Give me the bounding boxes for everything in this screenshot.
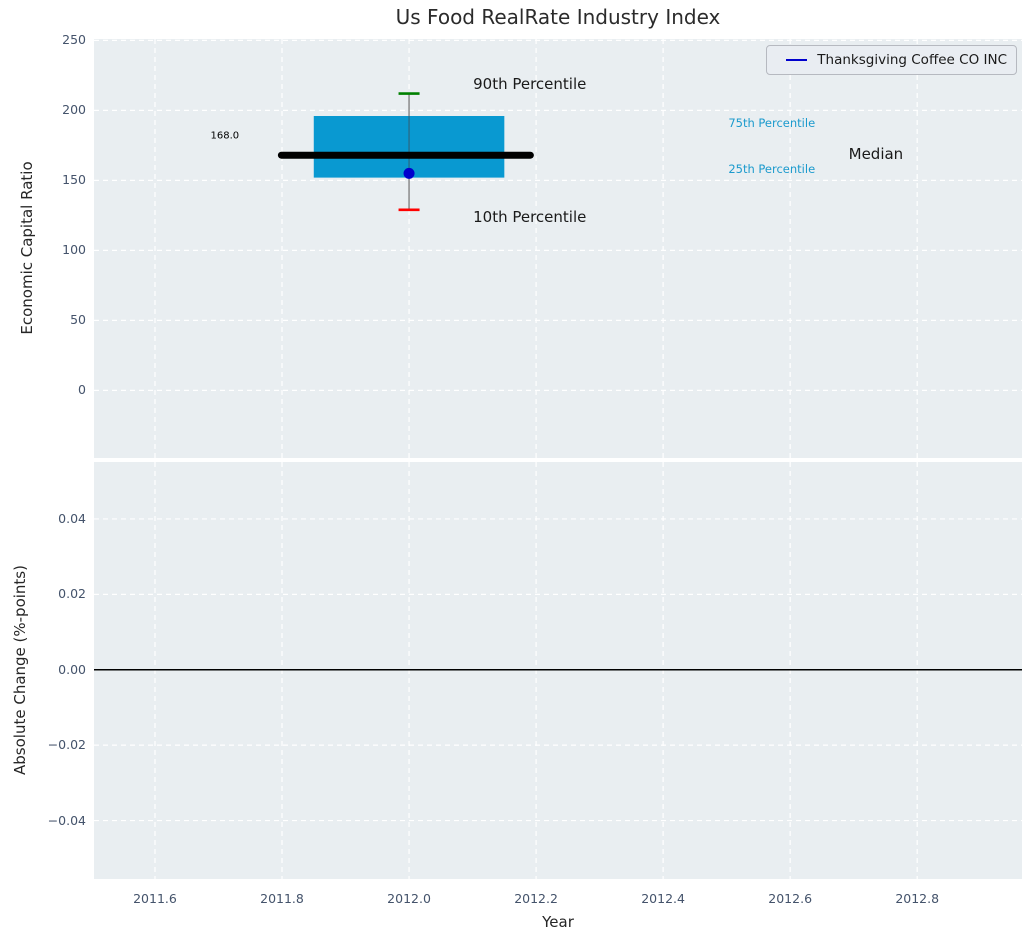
ytick-top: 200 [62, 102, 86, 118]
legend-line-sample [786, 59, 808, 61]
xtick: 2012.4 [641, 891, 685, 906]
legend: Thanksgiving Coffee CO INC [766, 45, 1017, 75]
ytick-bottom: 0.00 [58, 661, 86, 677]
annotation-10th-percentile: 10th Percentile [473, 207, 587, 226]
xtick: 2012.2 [514, 891, 558, 906]
company-value-point [403, 167, 415, 179]
xtick: 2012.0 [387, 891, 431, 906]
ytick-bottom: −0.04 [47, 812, 86, 828]
xtick: 2011.8 [260, 891, 304, 906]
xlabel-year: Year [542, 913, 574, 931]
ytick-bottom: 0.04 [58, 510, 86, 526]
xtick: 2012.8 [895, 891, 940, 906]
boxplot-svg [94, 39, 1022, 458]
change-plot-svg [94, 462, 1022, 879]
ytick-top: 50 [70, 312, 86, 328]
annotation-90th-percentile: 90th Percentile [473, 74, 587, 93]
xtick: 2012.6 [768, 891, 813, 906]
ytick-top: 250 [62, 32, 86, 48]
annotation-75th-percentile: 75th Percentile [728, 116, 816, 130]
ytick-top: 150 [62, 172, 86, 188]
chart-title: Us Food RealRate Industry Index [395, 5, 721, 29]
ytick-bottom: 0.02 [58, 586, 86, 602]
annotation-median: Median [848, 145, 904, 164]
annotation-25th-percentile: 25th Percentile [728, 162, 816, 177]
ytick-top: 0 [78, 382, 86, 398]
top-plot-area [94, 39, 1022, 458]
bottom-plot-area [94, 462, 1022, 879]
xtick: 2011.6 [133, 891, 177, 906]
legend-label: Thanksgiving Coffee CO INC [817, 52, 1007, 68]
ytick-top: 100 [62, 242, 86, 258]
annotation-168-0: 168.0 [210, 130, 240, 142]
ytick-bottom: −0.02 [47, 737, 86, 753]
